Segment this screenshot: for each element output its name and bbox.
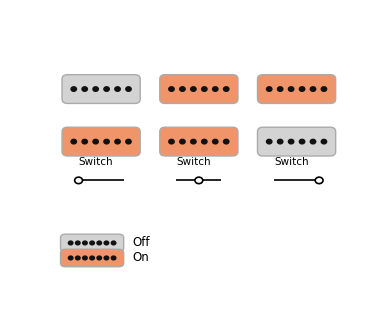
Circle shape [169,87,174,91]
Circle shape [213,139,218,144]
FancyBboxPatch shape [62,127,140,156]
Circle shape [97,241,102,245]
Circle shape [74,177,83,184]
Circle shape [300,139,305,144]
Circle shape [277,139,283,144]
Circle shape [111,241,116,245]
Circle shape [202,139,207,144]
Circle shape [104,139,109,144]
Circle shape [300,87,305,91]
Circle shape [202,87,207,91]
FancyBboxPatch shape [258,75,336,103]
Circle shape [82,87,87,91]
Circle shape [115,139,120,144]
Circle shape [93,139,98,144]
Text: On: On [133,252,149,265]
FancyBboxPatch shape [160,127,238,156]
Circle shape [191,87,196,91]
Circle shape [68,256,73,260]
Circle shape [321,139,327,144]
Circle shape [277,87,283,91]
Circle shape [267,87,272,91]
Circle shape [83,241,87,245]
Circle shape [126,139,131,144]
Circle shape [97,256,102,260]
Circle shape [180,87,185,91]
FancyBboxPatch shape [61,234,124,252]
Circle shape [310,87,316,91]
Circle shape [68,241,73,245]
Circle shape [180,139,185,144]
Circle shape [195,177,203,184]
FancyBboxPatch shape [62,75,140,103]
Circle shape [71,87,76,91]
Circle shape [115,87,120,91]
Circle shape [126,87,131,91]
Circle shape [213,87,218,91]
FancyBboxPatch shape [258,127,336,156]
FancyBboxPatch shape [61,249,124,267]
Circle shape [267,139,272,144]
Circle shape [288,87,294,91]
Circle shape [321,87,327,91]
Text: Switch: Switch [176,157,211,167]
Circle shape [223,87,229,91]
Circle shape [76,241,80,245]
Circle shape [310,139,316,144]
Circle shape [90,241,94,245]
Circle shape [288,139,294,144]
Circle shape [93,87,98,91]
Circle shape [76,256,80,260]
Text: Off: Off [133,237,150,250]
Circle shape [111,256,116,260]
Circle shape [90,256,94,260]
Text: Switch: Switch [274,157,308,167]
Circle shape [71,139,76,144]
Text: Switch: Switch [78,157,113,167]
Circle shape [104,241,109,245]
Circle shape [104,256,109,260]
Circle shape [169,139,174,144]
Circle shape [83,256,87,260]
FancyBboxPatch shape [160,75,238,103]
Circle shape [315,177,323,184]
Circle shape [82,139,87,144]
Circle shape [223,139,229,144]
Circle shape [191,139,196,144]
Circle shape [104,87,109,91]
